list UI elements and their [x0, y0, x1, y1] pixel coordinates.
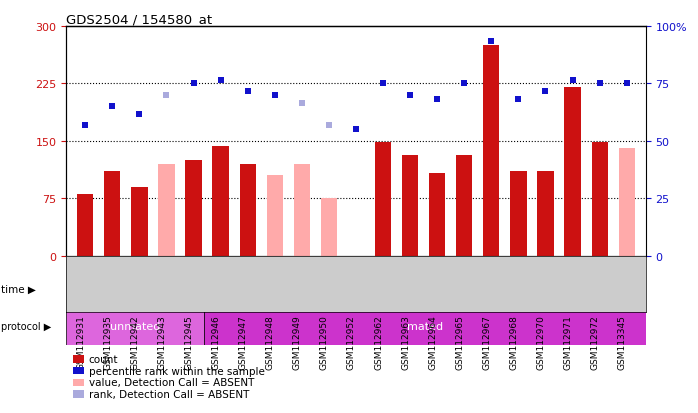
Bar: [66, 271, 205, 308]
Bar: [205, 308, 646, 345]
Bar: [375, 143, 391, 256]
Text: control: control: [116, 284, 154, 294]
Text: percentile rank within the sample: percentile rank within the sample: [89, 366, 265, 376]
Text: rank, Detection Call = ABSENT: rank, Detection Call = ABSENT: [89, 389, 249, 399]
Bar: [537, 172, 554, 256]
Bar: [205, 271, 370, 308]
Text: count: count: [89, 354, 118, 364]
Text: 6 h: 6 h: [499, 284, 517, 294]
Bar: [212, 147, 229, 256]
Bar: [535, 271, 646, 308]
Bar: [66, 308, 205, 345]
Text: 3 h: 3 h: [416, 284, 433, 294]
Bar: [104, 172, 121, 256]
Bar: [456, 155, 473, 256]
Text: mated: mated: [407, 321, 443, 331]
Text: unmated: unmated: [110, 321, 161, 331]
Text: 0 h: 0 h: [279, 284, 296, 294]
Bar: [321, 199, 337, 256]
Bar: [158, 164, 174, 256]
Text: protocol ▶: protocol ▶: [1, 321, 52, 331]
Bar: [483, 46, 500, 256]
Bar: [402, 155, 418, 256]
Text: GDS2504 / 154580_at: GDS2504 / 154580_at: [66, 13, 212, 26]
Bar: [618, 149, 634, 256]
Bar: [239, 164, 255, 256]
Bar: [294, 164, 310, 256]
Bar: [565, 88, 581, 256]
Bar: [510, 172, 526, 256]
Text: value, Detection Call = ABSENT: value, Detection Call = ABSENT: [89, 377, 254, 387]
Bar: [131, 188, 147, 256]
Bar: [429, 173, 445, 256]
Bar: [77, 195, 94, 256]
Bar: [186, 161, 202, 256]
Text: time ▶: time ▶: [1, 284, 36, 294]
Bar: [267, 176, 283, 256]
Bar: [591, 143, 608, 256]
Text: 24 h: 24 h: [578, 284, 603, 294]
Bar: [480, 271, 535, 308]
Bar: [370, 271, 480, 308]
